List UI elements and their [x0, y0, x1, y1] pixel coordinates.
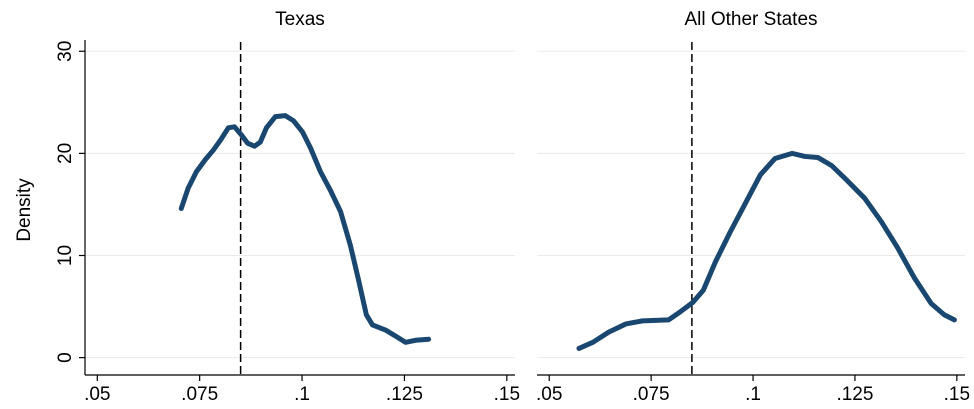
x-tick-label: .05: [84, 384, 110, 405]
x-tick-label: .075: [181, 384, 218, 405]
x-tick-label: .15: [494, 384, 520, 405]
density-line: [178, 113, 432, 345]
y-tick-label: 10: [55, 245, 76, 266]
x-tick-label: .075: [633, 384, 670, 405]
panel-title: Texas: [275, 9, 325, 30]
panel-title: All Other States: [684, 9, 817, 30]
x-tick-label: .125: [386, 384, 423, 405]
x-tick-label: .1: [294, 384, 310, 405]
y-axis-label: Density: [14, 178, 35, 242]
density-line: [576, 150, 957, 351]
y-tick-label: 0: [55, 352, 76, 363]
y-tick-label: 20: [55, 143, 76, 164]
x-tick-label: .05: [536, 384, 562, 405]
y-tick-label: 30: [55, 41, 76, 62]
x-tick-label: .1: [745, 384, 761, 405]
x-tick-label: .15: [944, 384, 970, 405]
x-tick-label: .125: [836, 384, 873, 405]
